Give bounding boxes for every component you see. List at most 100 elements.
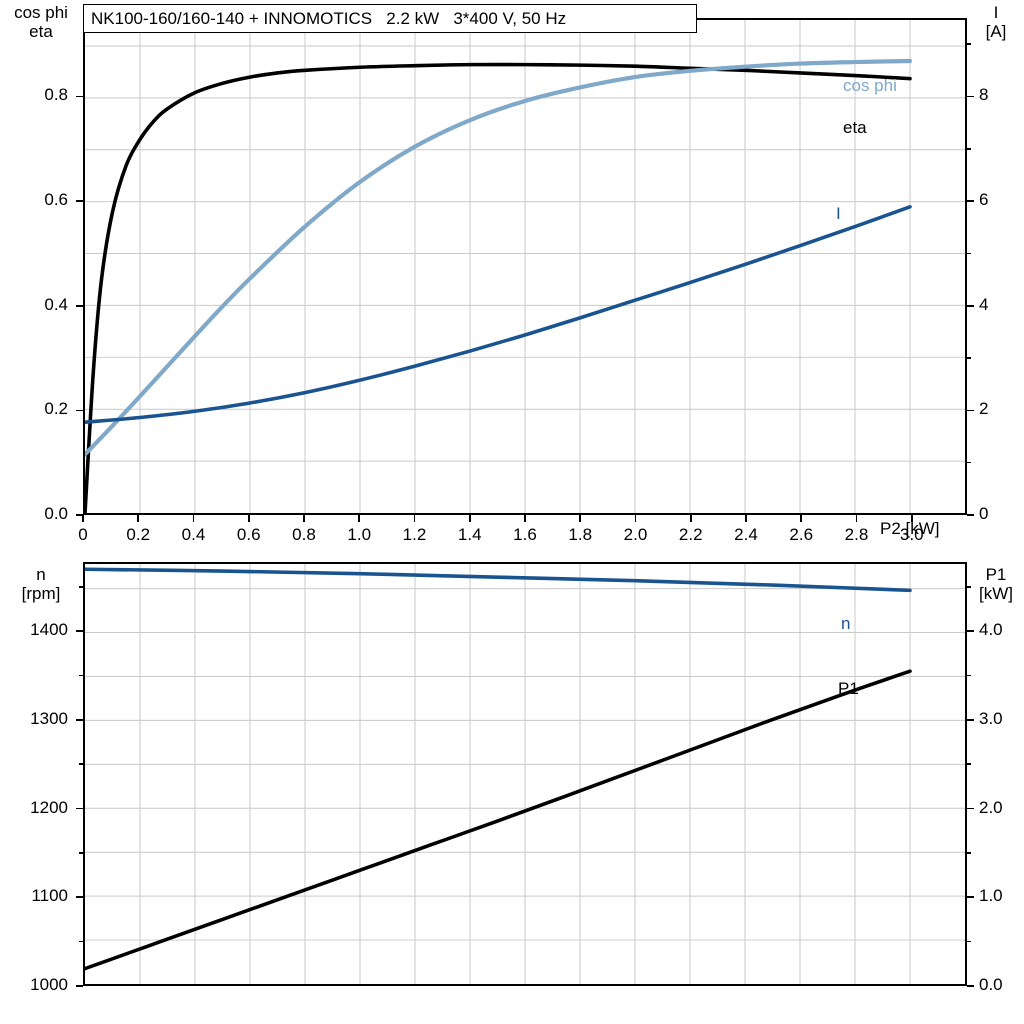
y-minor-tickmark-right (967, 357, 971, 359)
x-tick-label: 2.8 (827, 525, 887, 545)
y-tickmark-left (76, 305, 83, 307)
x-tickmark (856, 515, 858, 522)
y-tick-label-left: 1200 (0, 798, 68, 818)
y-tick-label-right: 4 (979, 295, 1024, 315)
y-tickmark-left (76, 96, 83, 98)
bottom-chart-plot-area (83, 562, 967, 986)
y-tick-label-right: 3.0 (979, 709, 1024, 729)
curve-p1 (85, 671, 910, 968)
y-minor-tickmark-right (967, 852, 971, 854)
y-tickmark-left (76, 630, 83, 632)
x-tick-label: 2.2 (661, 525, 721, 545)
curve-n (85, 569, 910, 590)
x-tickmark (579, 515, 581, 522)
bottom-left-axis-label: n [rpm] (2, 565, 80, 603)
y-tick-label-right: 6 (979, 190, 1024, 210)
top-chart-plot-area (83, 18, 967, 515)
chart-title-box: NK100-160/160-140 + INNOMOTICS 2.2 kW 3*… (83, 4, 697, 33)
y-minor-tickmark-right (967, 253, 971, 255)
y-minor-tickmark-right (967, 941, 971, 943)
x-tick-label: 1.0 (329, 525, 389, 545)
x-tickmark (248, 515, 250, 522)
y-tick-label-left: 0.6 (0, 190, 68, 210)
y-tickmark-left (76, 410, 83, 412)
y-tickmark-right (967, 305, 974, 307)
y-minor-tickmark-right (967, 763, 971, 765)
x-tickmark (358, 515, 360, 522)
x-tickmark (800, 515, 802, 522)
curve-eta (85, 65, 910, 513)
y-tickmark-left (76, 719, 83, 721)
top-left-axis-label: cos phi eta (2, 3, 80, 41)
y-tickmark-left (76, 514, 83, 516)
y-minor-tickmark-right (967, 462, 971, 464)
y-tick-label-right: 2 (979, 399, 1024, 419)
top-x-axis-label: P2 [kW] (880, 519, 990, 538)
x-tick-label: 0.8 (274, 525, 334, 545)
curve-cos-phi (85, 61, 910, 454)
y-tick-label-left: 0.4 (0, 295, 68, 315)
bottom-right-axis-label: P1 [kW] (970, 565, 1022, 603)
x-tickmark (469, 515, 471, 522)
x-tickmark (524, 515, 526, 522)
x-tick-label: 0.6 (219, 525, 279, 545)
curve-label-speed: n (841, 614, 850, 634)
x-tick-label: 1.4 (440, 525, 500, 545)
y-tick-label-left: 1400 (0, 620, 68, 640)
x-tickmark (690, 515, 692, 522)
curve-label-cos-phi: cos phi (843, 76, 897, 96)
y-tickmark-right (967, 410, 974, 412)
x-tickmark (414, 515, 416, 522)
y-tickmark-left (76, 985, 83, 987)
top-right-axis-label: I [A] (970, 3, 1022, 41)
y-tickmark-right (967, 896, 974, 898)
y-minor-tickmark-right (967, 43, 971, 45)
x-tick-label: 0.2 (108, 525, 168, 545)
x-tick-label: 2.4 (716, 525, 776, 545)
y-tickmark-right (967, 808, 974, 810)
y-tick-label-right: 8 (979, 85, 1024, 105)
x-tickmark (82, 515, 84, 522)
y-tickmark-right (967, 96, 974, 98)
y-tick-label-left: 0.0 (0, 504, 68, 524)
curve-label-current: I (836, 204, 841, 224)
x-tickmark (745, 515, 747, 522)
y-minor-tickmark-right (967, 148, 971, 150)
x-tick-label: 1.6 (495, 525, 555, 545)
y-tickmark-right (967, 985, 974, 987)
y-tick-label-left: 0.8 (0, 85, 68, 105)
x-tickmark (193, 515, 195, 522)
y-tick-label-right: 1.0 (979, 886, 1024, 906)
bottom-chart-curves (85, 564, 965, 984)
x-tick-label: 0 (53, 525, 113, 545)
x-tickmark (137, 515, 139, 522)
y-tick-label-left: 0.2 (0, 399, 68, 419)
x-tick-label: 1.2 (385, 525, 445, 545)
x-tick-label: 1.8 (550, 525, 610, 545)
x-tickmark (635, 515, 637, 522)
y-tickmark-right (967, 719, 974, 721)
y-tickmark-right (967, 200, 974, 202)
y-tickmark-right (967, 630, 974, 632)
y-tick-label-right: 2.0 (979, 798, 1024, 818)
y-tickmark-left (76, 200, 83, 202)
y-tick-label-left: 1100 (0, 886, 68, 906)
x-tick-label: 2.0 (606, 525, 666, 545)
y-tick-label-right: 4.0 (979, 620, 1024, 640)
y-tickmark-right (967, 514, 974, 516)
chart-page: NK100-160/160-140 + INNOMOTICS 2.2 kW 3*… (0, 0, 1024, 1024)
x-tick-label: 2.6 (771, 525, 831, 545)
top-chart-curves (85, 20, 965, 513)
y-tick-label-left: 1300 (0, 709, 68, 729)
y-tick-label-left: 1000 (0, 975, 68, 995)
y-tick-label-right: 0.0 (979, 975, 1024, 995)
y-tickmark-left (76, 808, 83, 810)
curve-i (85, 207, 910, 422)
curve-label-power: P1 (838, 679, 859, 699)
x-tickmark (303, 515, 305, 522)
y-tickmark-left (76, 896, 83, 898)
curve-label-eta: eta (843, 118, 867, 138)
y-minor-tickmark-right (967, 675, 971, 677)
x-tick-label: 0.4 (164, 525, 224, 545)
page-title: NK100-160/160-140 + INNOMOTICS 2.2 kW 3*… (84, 9, 566, 29)
